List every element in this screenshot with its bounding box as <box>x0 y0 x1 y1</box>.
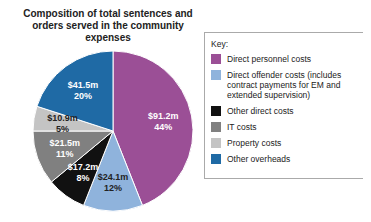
svg-text:11%: 11% <box>56 149 74 159</box>
svg-text:$10.9m: $10.9m <box>47 113 78 123</box>
svg-text:$17.2m: $17.2m <box>68 162 99 172</box>
html-text:IT costs: IT costs <box>227 122 257 132</box>
html-text:Direct offender costs (include: Direct offender costs (includes contract… <box>227 70 342 100</box>
html-text:Other direct costs: Other direct costs <box>227 106 294 116</box>
html-text:Other overheads: Other overheads <box>227 154 291 164</box>
svg-text:$41.5m: $41.5m <box>68 80 99 90</box>
svg-text:12%: 12% <box>104 183 122 193</box>
svg-text:5%: 5% <box>56 124 69 134</box>
html-text:Direct personnel costs: Direct personnel costs <box>227 54 312 64</box>
svg-text:8%: 8% <box>76 173 89 183</box>
html-text:Composition of total sentences: Composition of total sentences and order… <box>23 8 193 43</box>
svg-text:20%: 20% <box>74 91 92 101</box>
svg-text:$91.2m: $91.2m <box>148 111 179 121</box>
html-text:Property costs: Property costs <box>227 138 282 148</box>
html-text:Key:: Key: <box>211 39 228 49</box>
svg-text:$21.5m: $21.5m <box>50 138 81 148</box>
svg-text:44%: 44% <box>154 122 172 132</box>
svg-text:$24.1m: $24.1m <box>98 172 129 182</box>
